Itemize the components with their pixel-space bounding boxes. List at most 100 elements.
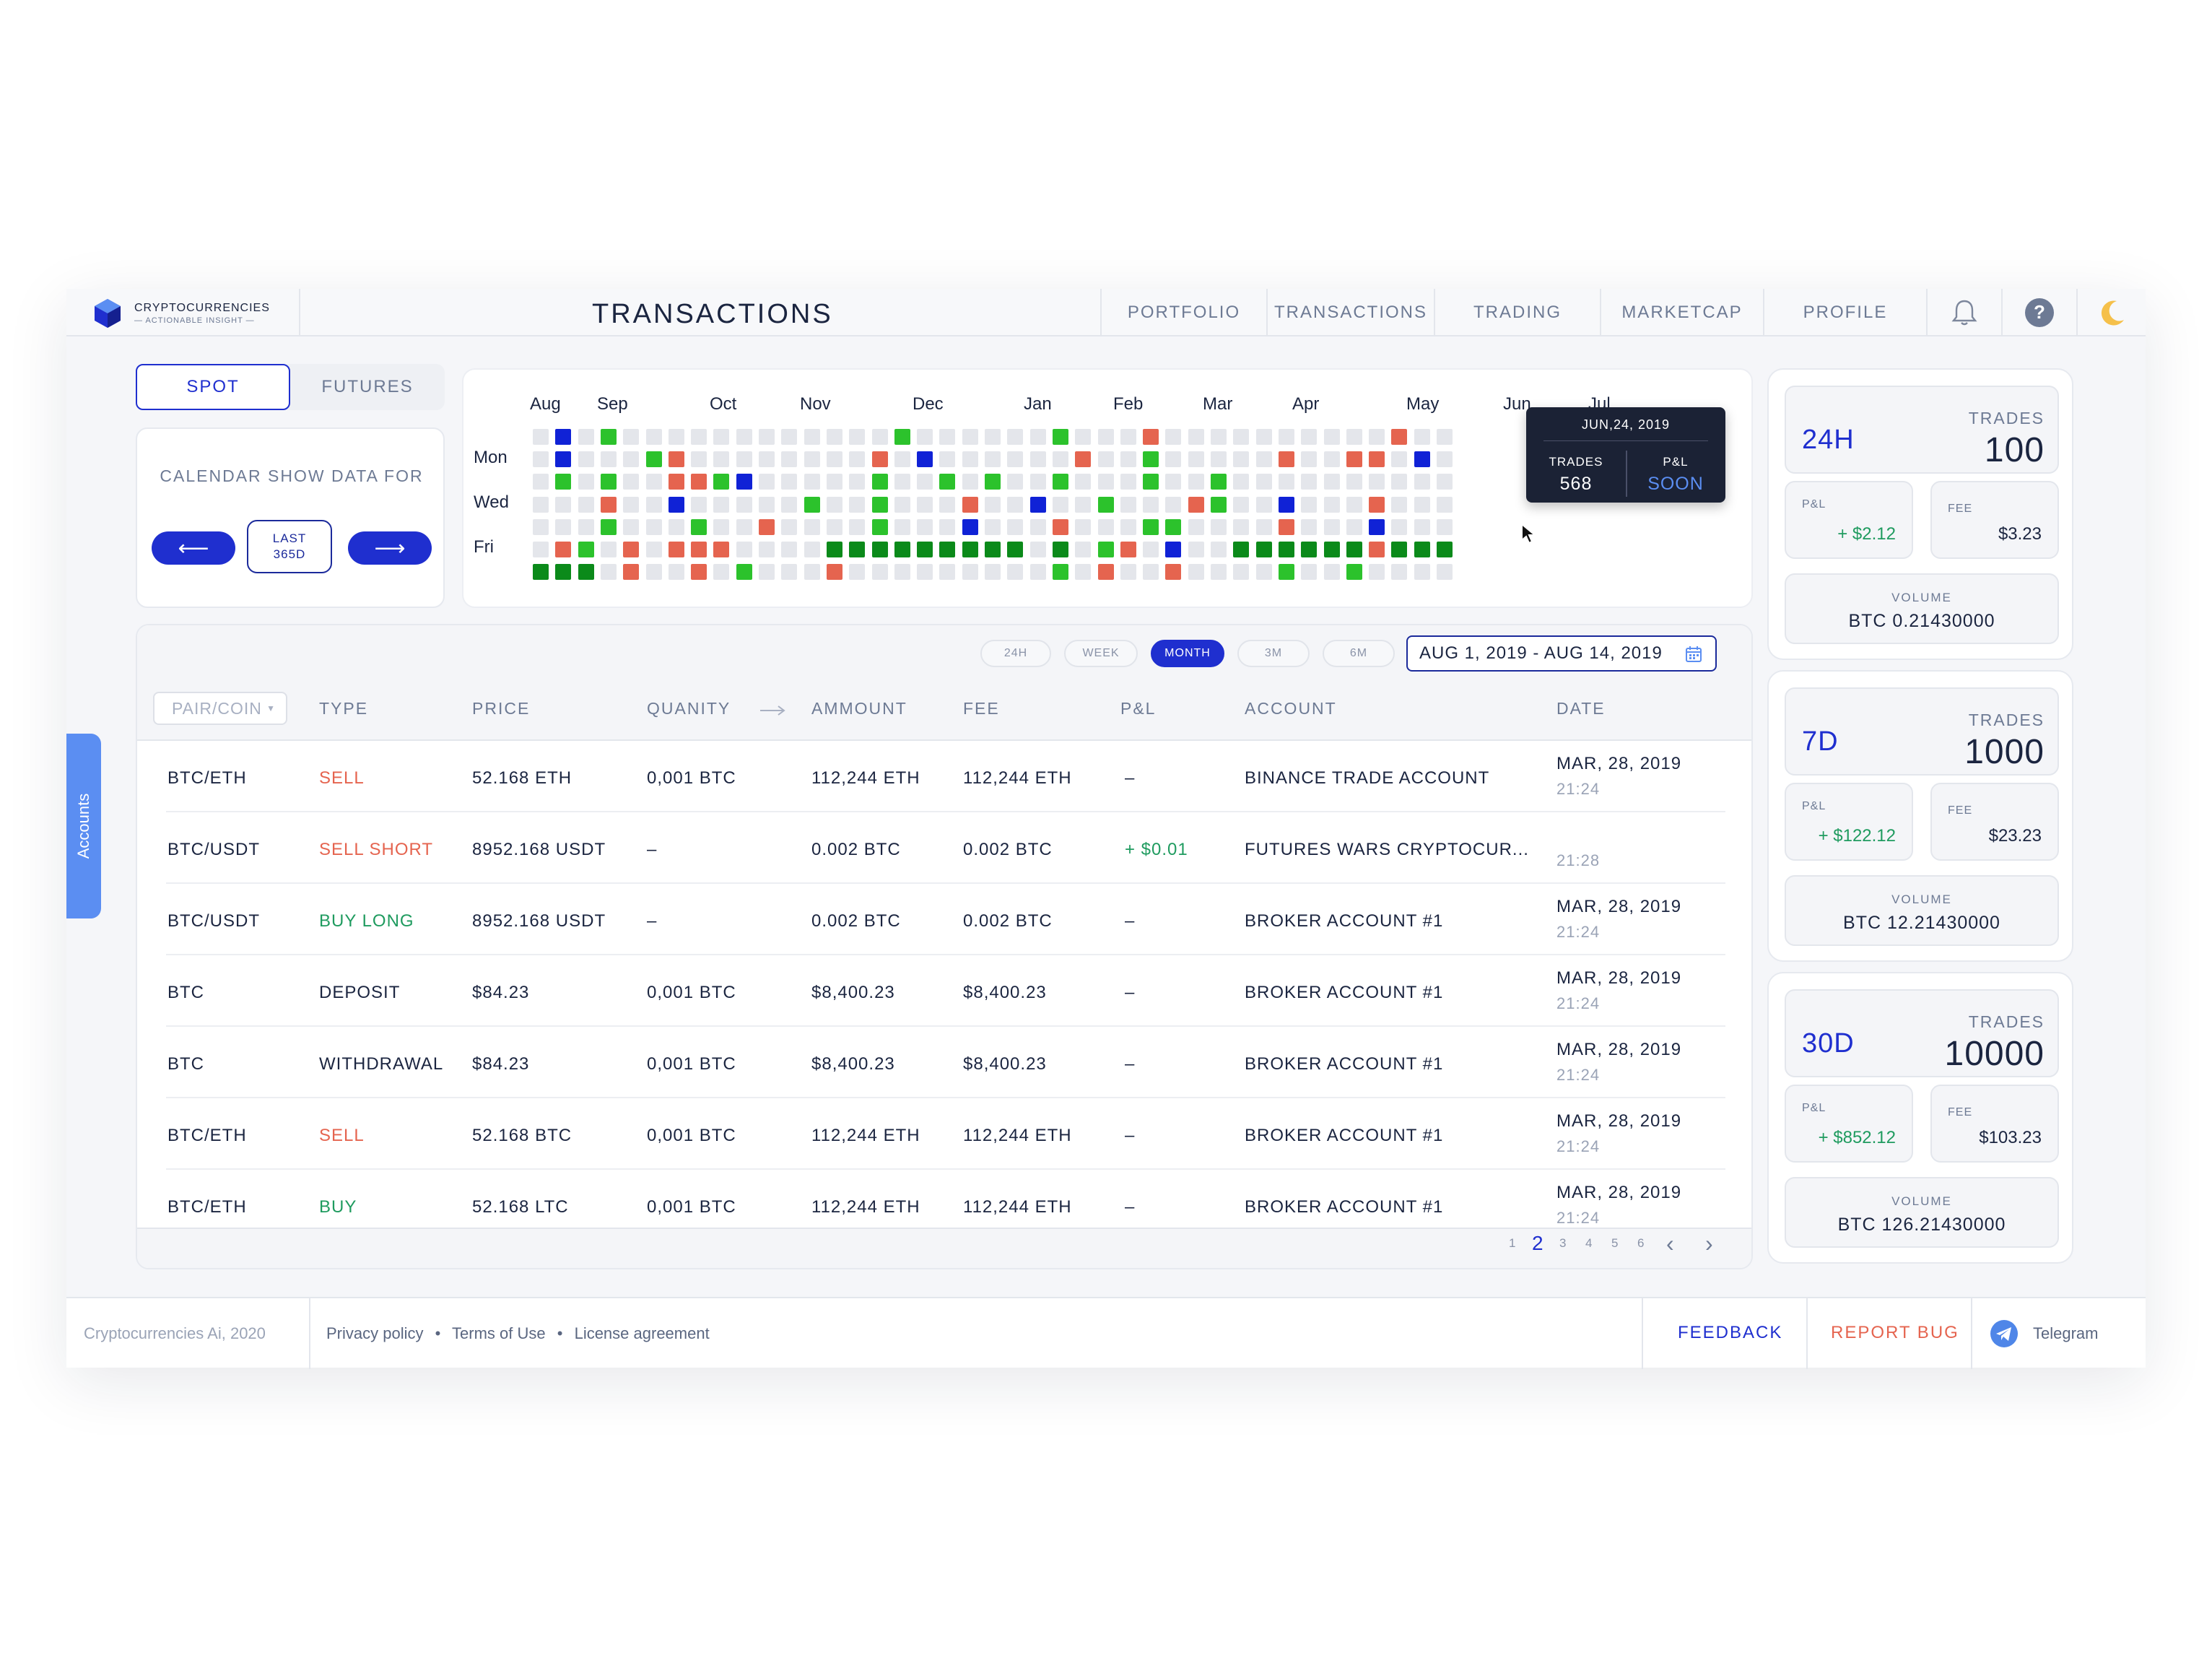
heatmap-cell[interactable] [1052,451,1068,468]
heatmap-cell[interactable] [781,542,798,557]
heatmap-cell[interactable] [1120,496,1136,513]
heatmap-cell[interactable] [668,496,684,513]
heatmap-cell[interactable] [871,542,888,557]
heatmap-cell[interactable] [1029,542,1046,557]
heatmap-cell[interactable] [578,451,594,468]
heatmap-cell[interactable] [1301,451,1318,468]
heatmap-cell[interactable] [623,474,640,490]
heatmap-cell[interactable] [826,518,842,535]
heatmap-cell[interactable] [1097,451,1114,468]
heatmap-cell[interactable] [1211,496,1227,513]
telegram-link[interactable]: Telegram [1990,1319,2098,1349]
heatmap-cell[interactable] [917,496,933,513]
heatmap-cell[interactable] [600,429,617,445]
heatmap-cell[interactable] [578,518,594,535]
heatmap-cell[interactable] [917,474,933,490]
heatmap-cell[interactable] [533,564,549,581]
heatmap-cell[interactable] [1278,564,1294,581]
heatmap-cell[interactable] [1052,518,1068,535]
heatmap-cell[interactable] [804,564,820,581]
heatmap-cell[interactable] [985,496,1001,513]
heatmap-cell[interactable] [781,564,798,581]
heatmap-cell[interactable] [713,474,730,490]
heatmap-cell[interactable] [645,474,662,490]
heatmap-cell[interactable] [962,474,978,490]
heatmap-cell[interactable] [1369,518,1385,535]
heatmap-cell[interactable] [894,429,910,445]
heatmap-cell[interactable] [894,451,910,468]
heatmap-cell[interactable] [894,496,910,513]
heatmap-cell[interactable] [691,564,707,581]
heatmap-cell[interactable] [962,542,978,557]
heatmap-cell[interactable] [600,451,617,468]
heatmap-cell[interactable] [1052,429,1068,445]
heatmap-cell[interactable] [713,518,730,535]
heatmap-cell[interactable] [623,429,640,445]
heatmap-cell[interactable] [713,564,730,581]
heatmap-cell[interactable] [849,451,866,468]
heatmap-cell[interactable] [871,564,888,581]
heatmap-cell[interactable] [668,564,684,581]
heatmap-cell[interactable] [600,496,617,513]
heatmap-cell[interactable] [736,518,752,535]
heatmap-cell[interactable] [1255,474,1272,490]
heatmap-cell[interactable] [962,429,978,445]
heatmap-cell[interactable] [1143,564,1159,581]
heatmap-cell[interactable] [1007,564,1024,581]
heatmap-cell[interactable] [1211,429,1227,445]
range-24h[interactable]: 24H [980,640,1051,667]
nav-portfolio[interactable]: PORTFOLIO [1100,289,1266,336]
heatmap-cell[interactable] [871,451,888,468]
privacy-policy-link[interactable]: Privacy policy [326,1324,424,1342]
heatmap-cell[interactable] [781,496,798,513]
heatmap-cell[interactable] [1301,496,1318,513]
heatmap-cell[interactable] [533,429,549,445]
heatmap-cell[interactable] [1255,429,1272,445]
heatmap-cell[interactable] [1007,542,1024,557]
heatmap-cell[interactable] [578,564,594,581]
heatmap-cell[interactable] [600,542,617,557]
heatmap-cell[interactable] [1255,518,1272,535]
heatmap-cell[interactable] [713,542,730,557]
heatmap-cell[interactable] [1211,451,1227,468]
heatmap-cell[interactable] [1301,564,1318,581]
heatmap-cell[interactable] [1391,564,1408,581]
heatmap-cell[interactable] [985,542,1001,557]
heatmap-cell[interactable] [781,474,798,490]
heatmap-cell[interactable] [894,518,910,535]
heatmap-cell[interactable] [759,542,775,557]
heatmap-cell[interactable] [781,429,798,445]
heatmap-cell[interactable] [1120,518,1136,535]
tab-spot[interactable]: SPOT [136,364,290,410]
heatmap-cell[interactable] [1346,518,1362,535]
heatmap-cell[interactable] [1120,564,1136,581]
heatmap-cell[interactable] [736,542,752,557]
heatmap-cell[interactable] [826,474,842,490]
accounts-side-tab[interactable]: Accounts [66,734,101,918]
heatmap-cell[interactable] [1075,474,1092,490]
heatmap-cell[interactable] [623,451,640,468]
heatmap-cell[interactable] [1097,474,1114,490]
heatmap-cell[interactable] [1075,518,1092,535]
heatmap-cell[interactable] [1437,518,1453,535]
heatmap-cell[interactable] [1097,518,1114,535]
heatmap-cell[interactable] [645,429,662,445]
heatmap-cell[interactable] [781,518,798,535]
heatmap-cell[interactable] [1120,451,1136,468]
prev-page-icon[interactable]: ‹ [1666,1230,1674,1256]
heatmap-cell[interactable] [1052,474,1068,490]
heatmap-cell[interactable] [1278,429,1294,445]
heatmap-cell[interactable] [736,451,752,468]
heatmap-cell[interactable] [1323,564,1340,581]
calendar-prev-button[interactable]: ⟵ [152,531,235,565]
heatmap-cell[interactable] [917,518,933,535]
heatmap-cell[interactable] [1437,474,1453,490]
heatmap-cell[interactable] [985,474,1001,490]
heatmap-cell[interactable] [1165,542,1182,557]
heatmap-cell[interactable] [1233,451,1250,468]
heatmap-cell[interactable] [1414,429,1430,445]
heatmap-cell[interactable] [691,429,707,445]
calendar-range-button[interactable]: LAST 365D [247,520,332,573]
heatmap-cell[interactable] [1052,496,1068,513]
heatmap-cell[interactable] [1097,496,1114,513]
